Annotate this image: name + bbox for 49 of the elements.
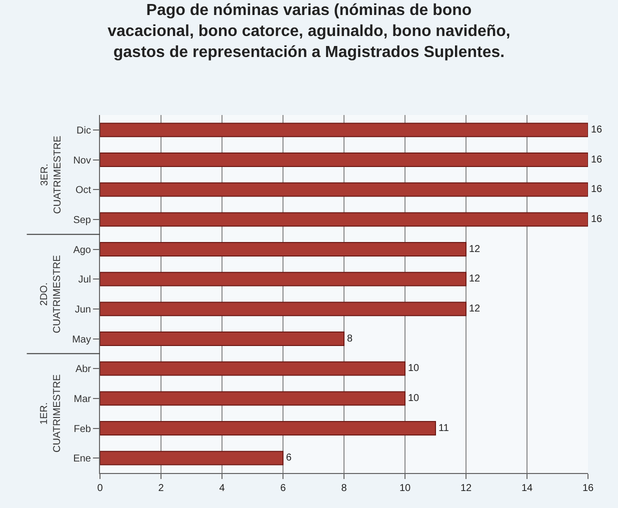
x-tick-label: 0 — [97, 483, 104, 494]
data-label: 16 — [591, 154, 603, 166]
x-tick-label: 12 — [460, 483, 472, 494]
bar — [100, 361, 406, 376]
bar — [100, 242, 466, 256]
data-label: 6 — [286, 452, 292, 464]
y-tick-label: Oct — [75, 185, 92, 196]
y-tick-label: Jun — [74, 304, 91, 316]
chart-title: Pago de nóminas varias (nóminas de bono vacacional, bono catorce, aguinaldo, bono navideño, gastos de representación a Magistrados Suplentes. — [108, 2, 510, 61]
data-label: 10 — [408, 392, 420, 404]
data-label: 16 — [591, 214, 603, 225]
text: 2DO. CUATRIMESTRE — [39, 254, 64, 334]
y-tick-label: May — [72, 334, 91, 346]
bar — [100, 122, 588, 138]
y-tick-label: Feb — [74, 424, 92, 435]
y-tick-label: Dic — [76, 125, 91, 136]
x-tick-label: 14 — [521, 483, 533, 494]
data-label: 12 — [469, 274, 481, 285]
data-label: 8 — [347, 333, 353, 344]
x-tick-label: 10 — [399, 483, 411, 494]
bar — [100, 272, 466, 286]
x-tick-label: 8 — [341, 483, 348, 494]
data-label: 12 — [469, 303, 481, 314]
x-tick-label: 2 — [158, 483, 164, 494]
y-tick-label: Ene — [73, 454, 92, 465]
bar — [100, 182, 588, 197]
y-tick-label: Ago — [73, 244, 92, 256]
x-tick-label: 16 — [582, 483, 594, 494]
y-tick-label: Nov — [73, 155, 91, 166]
data-label: 12 — [469, 244, 481, 255]
data-label: 16 — [591, 124, 603, 136]
data-label: 10 — [408, 363, 420, 374]
data-label: 11 — [438, 422, 450, 434]
data-label: 16 — [591, 184, 603, 196]
bar — [100, 450, 284, 466]
bar — [100, 421, 436, 436]
bar — [100, 212, 588, 227]
x-tick-label: 4 — [219, 483, 226, 494]
bar — [100, 332, 344, 346]
bar — [100, 391, 406, 406]
text: 3ER. CUATRIMESTRE — [40, 135, 64, 214]
bar — [100, 302, 466, 316]
x-tick-label: 6 — [280, 483, 286, 494]
y-tick-label: Abr — [75, 364, 92, 376]
bar — [100, 152, 588, 167]
text: 1ER. CUATRIMESTRE — [38, 374, 63, 453]
y-tick-label: Jul — [78, 274, 91, 286]
y-tick-label: Sep — [73, 214, 92, 226]
y-tick-label: Mar — [74, 394, 92, 405]
